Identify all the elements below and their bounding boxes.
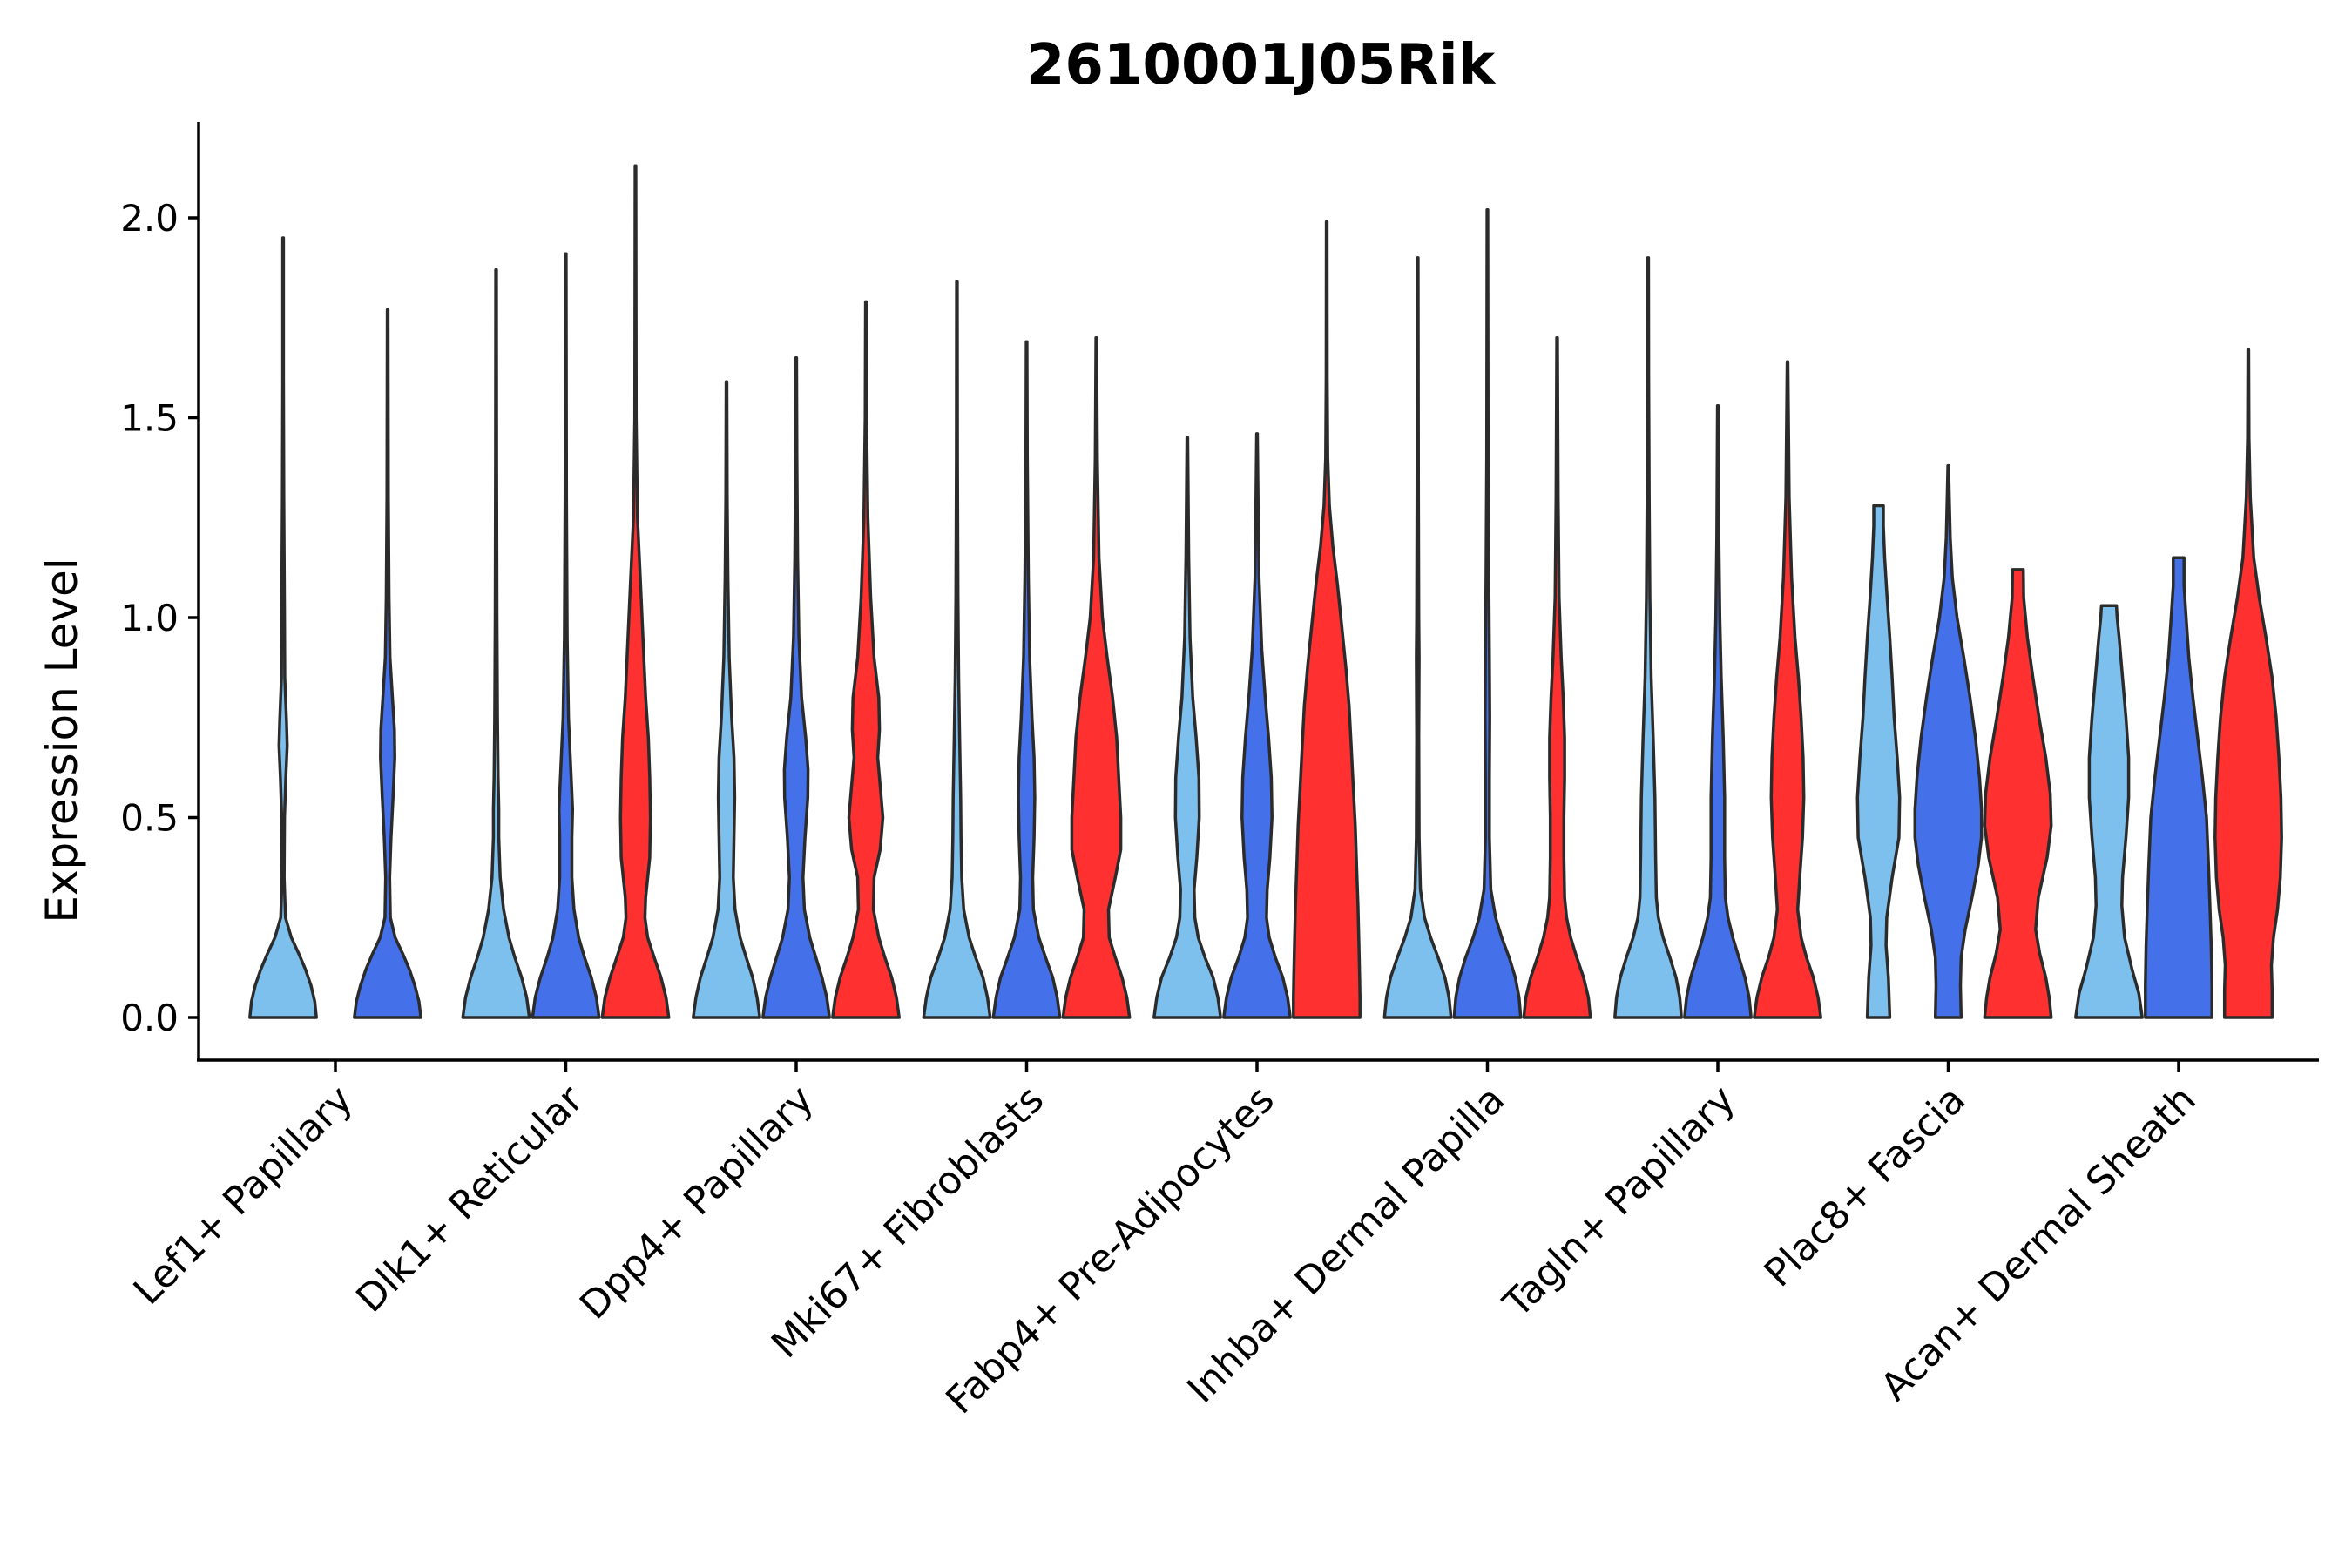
violin-dlk1-reticular-group-2 [531,252,601,1019]
x-category-label: Tagln+ Papillary [1495,1078,1744,1327]
violin-mki67-fibroblasts-group-2 [991,340,1062,1019]
x-category-label: Lef1+ Papillary [125,1078,362,1314]
violin-inhba-dermal-papilla-group-3 [1522,335,1592,1019]
x-category-label: Dpp4+ Papillary [571,1078,822,1328]
y-tick-label: 0.0 [120,997,179,1039]
violin-fabp4-pre-adipocytes-group-3 [1292,220,1362,1019]
violin-inhba-dermal-papilla-group-1 [1382,256,1453,1019]
chart-title: 2610001J05Rik [1026,33,1497,98]
violin-dpp4-papillary-group-3 [831,300,901,1019]
y-tick-label: 1.0 [120,597,179,639]
violin-acan-dermal-sheath-group-1 [2074,604,2144,1019]
violin-plac8-fascia-group-1 [1855,504,1902,1019]
y-tick-label: 1.5 [120,397,179,440]
x-category-label: Dlk1+ Reticular [348,1077,592,1321]
violin-plac8-fascia-group-2 [1913,463,1984,1019]
violin-dpp4-papillary-group-1 [692,380,761,1019]
violin-inhba-dermal-papilla-group-2 [1452,208,1523,1019]
violin-dpp4-papillary-group-2 [761,355,831,1019]
violins-layer [248,164,2283,1019]
violin-tagln-papillary-group-1 [1613,256,1683,1019]
violin-fabp4-pre-adipocytes-group-1 [1152,436,1222,1019]
violin-dlk1-reticular-group-3 [600,164,671,1019]
violin-dlk1-reticular-group-1 [461,267,531,1019]
violin-lef1-papillary-group-2 [353,308,422,1019]
y-axis-label: Expression Level [37,558,87,923]
violin-acan-dermal-sheath-group-2 [2144,556,2213,1019]
violin-tagln-papillary-group-2 [1683,403,1753,1019]
violin-acan-dermal-sheath-group-3 [2213,348,2283,1019]
violin-mki67-fibroblasts-group-1 [922,280,992,1019]
violin-tagln-papillary-group-3 [1753,360,1822,1019]
y-axis-ticks: 0.0 0.5 1.0 1.5 2.0 [120,197,199,1039]
violin-fabp4-pre-adipocytes-group-2 [1222,432,1292,1019]
y-tick-label: 2.0 [120,197,179,240]
violin-lef1-papillary-group-1 [248,236,318,1019]
y-tick-label: 0.5 [120,797,179,840]
violin-plac8-fascia-group-3 [1983,568,2053,1019]
x-category-label: Plac8+ Fascia [1756,1078,1975,1296]
violin-mki67-fibroblasts-group-3 [1061,335,1132,1019]
